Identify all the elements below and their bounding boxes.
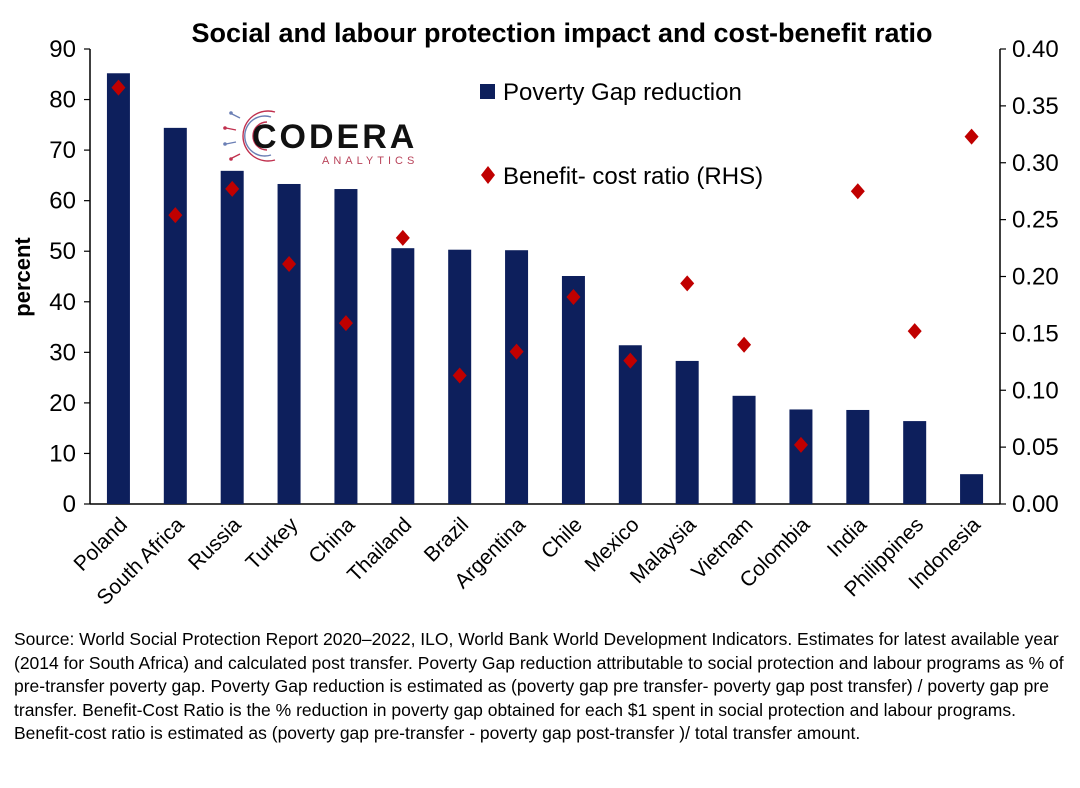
- ratio-marker: [566, 288, 581, 305]
- bar: [789, 409, 813, 504]
- y-tick-label: 10: [49, 440, 76, 467]
- legend-diamond-swatch: [481, 166, 495, 184]
- logo-tagline: ANALYTICS: [322, 155, 418, 167]
- bar: [391, 248, 415, 504]
- y2-tick-label: 0.15: [1012, 320, 1059, 347]
- y2-tick-label: 0.20: [1012, 264, 1059, 291]
- ratio-marker: [850, 183, 865, 200]
- bar: [903, 421, 927, 504]
- y2-tick-label: 0.10: [1012, 377, 1059, 404]
- bar: [163, 127, 187, 504]
- codera-logo: CODERA ANALYTICS: [223, 110, 418, 167]
- bar: [960, 474, 984, 504]
- axes: 0 10 20 30 40 50 60 70 80 90 0.00 0.05 0.10 0.15 0.20 0…: [49, 36, 1058, 518]
- bar: [618, 345, 642, 504]
- logo-circuit-icon: [223, 110, 276, 162]
- legend-ratio-label: Benefit- cost ratio (RHS): [503, 163, 763, 190]
- y-tick-label: 30: [49, 339, 76, 366]
- ratio-marker: [737, 336, 752, 353]
- bar: [561, 275, 585, 504]
- chart-title: Social and labour protection impact and …: [191, 18, 932, 48]
- ratio-marker: [225, 180, 240, 197]
- source-note: Source: World Social Protection Report 2…: [14, 629, 1064, 743]
- y2-tick-label: 0.25: [1012, 207, 1059, 234]
- y-tick-label: 70: [49, 137, 76, 164]
- ratio-marker: [964, 128, 979, 145]
- ratio-marker: [395, 229, 410, 246]
- bar: [675, 360, 699, 504]
- ratio-marker: [907, 323, 922, 340]
- y2-tick-label: 0.35: [1012, 93, 1059, 120]
- bar: [732, 395, 756, 504]
- ratio-series: [111, 79, 979, 453]
- legend-bar-label: Poverty Gap reduction: [503, 79, 742, 106]
- y-tick-label: 80: [49, 87, 76, 114]
- bar: [106, 73, 130, 505]
- ratio-marker: [282, 255, 297, 272]
- category-label: India: [823, 513, 872, 562]
- y2-tick-label: 0.40: [1012, 36, 1059, 63]
- y-tick-label: 20: [49, 390, 76, 417]
- y-tick-label: 60: [49, 188, 76, 215]
- logo-wordmark: CODERA: [252, 118, 417, 156]
- category-label: Turkey: [241, 513, 302, 574]
- ratio-marker: [680, 275, 695, 292]
- chart-svg: Social and labour protection impact and …: [10, 18, 1059, 610]
- bar: [277, 183, 301, 504]
- y-tick-label: 40: [49, 289, 76, 316]
- bar: [334, 189, 358, 505]
- ratio-marker: [452, 367, 467, 384]
- bar: [846, 409, 870, 504]
- category-label: China: [304, 513, 359, 568]
- y-tick-label: 0: [63, 491, 76, 518]
- ratio-marker: [111, 79, 126, 96]
- legend: Poverty Gap reduction Benefit- cost rati…: [480, 79, 763, 190]
- ratio-marker: [168, 207, 183, 224]
- category-label: Brazil: [420, 513, 473, 566]
- ratio-marker: [793, 436, 808, 453]
- bar: [220, 170, 244, 505]
- category-label: Chile: [537, 513, 587, 563]
- y2-tick-label: 0.00: [1012, 491, 1059, 518]
- y2-tick-label: 0.30: [1012, 150, 1059, 177]
- ratio-marker: [338, 315, 353, 332]
- bar-series: [106, 73, 984, 505]
- y-tick-label: 90: [49, 36, 76, 63]
- category-label: Russia: [184, 513, 246, 575]
- legend-bar-swatch: [480, 84, 495, 99]
- ratio-marker: [623, 352, 638, 369]
- y-tick-label: 50: [49, 238, 76, 265]
- y2-tick-label: 0.05: [1012, 434, 1059, 461]
- y-axis-label: percent: [10, 237, 35, 317]
- ratio-marker: [509, 343, 524, 360]
- bar: [505, 250, 529, 504]
